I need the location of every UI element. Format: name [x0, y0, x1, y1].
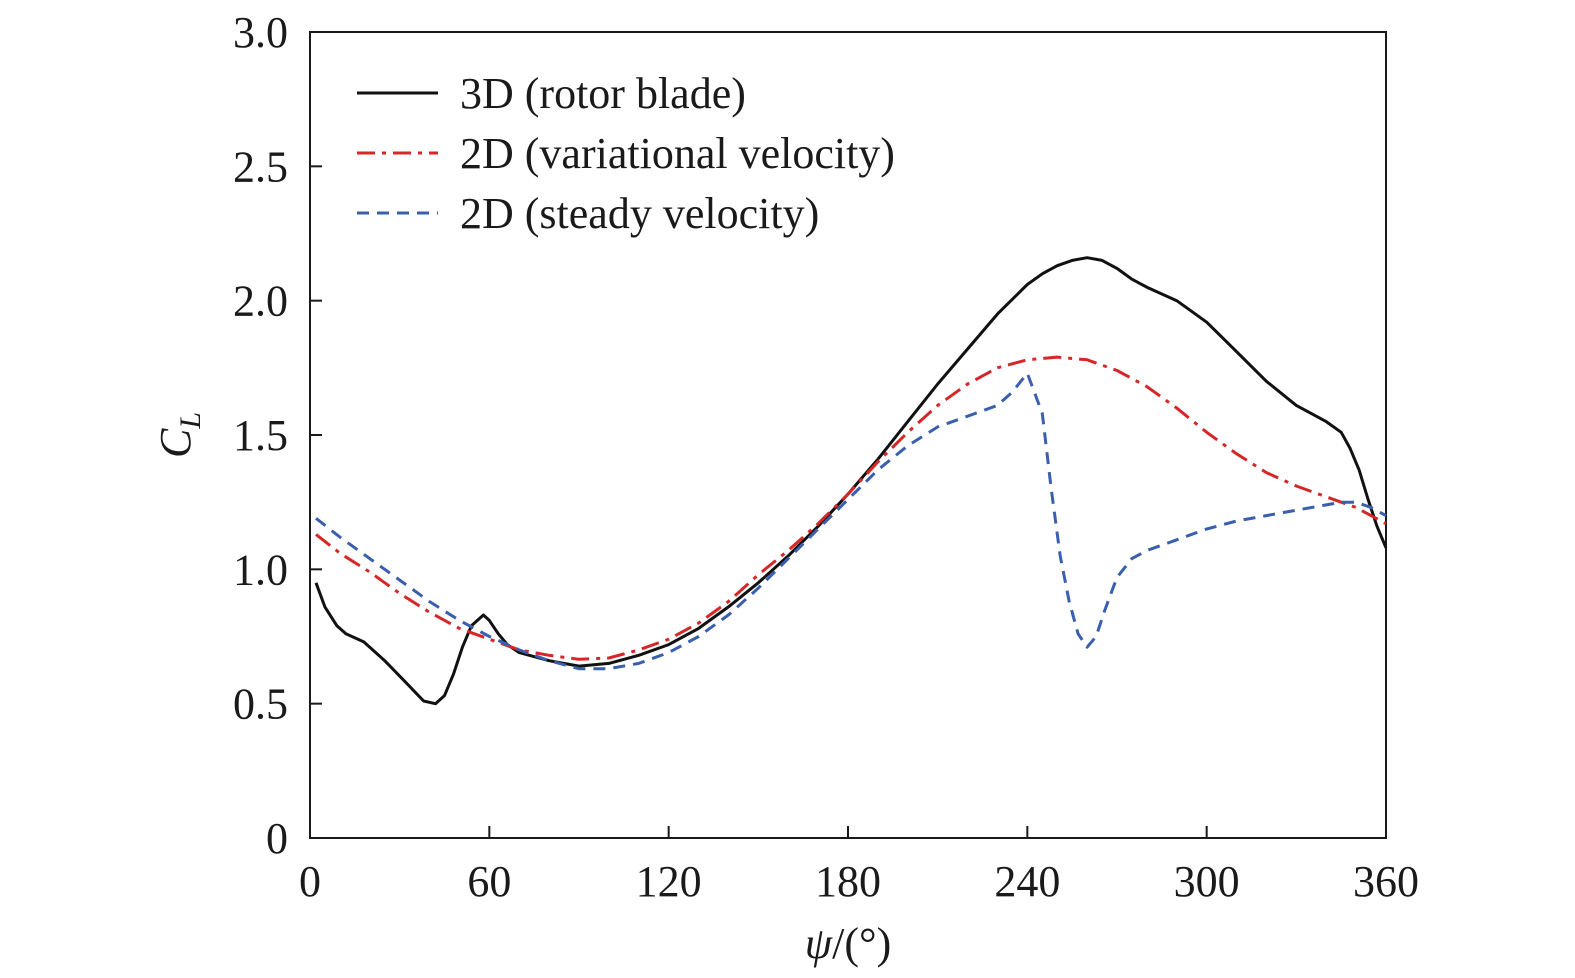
y-axis-label: CL [151, 412, 207, 458]
legend-label-2: 2D (variational velocity) [460, 129, 895, 178]
x-tick-label: 120 [636, 857, 702, 906]
x-tick-label: 60 [467, 857, 511, 906]
x-axis-label: ψ/(°) [805, 919, 891, 968]
x-tick-label: 300 [1174, 857, 1240, 906]
y-tick-label: 1.5 [233, 411, 288, 460]
series-line-3 [315, 371, 1387, 671]
x-tick-label: 180 [815, 857, 881, 906]
y-axis-label-sub: L [174, 412, 207, 430]
series-line-2 [315, 355, 1387, 661]
x-tick-label: 360 [1353, 857, 1419, 906]
series-line-1 [314, 256, 1388, 706]
series-layer [314, 256, 1388, 706]
ticks-layer: 0 60 120 180 240 300 360 0 0.5 1.0 1.5 2.0 2.5 3.0 [233, 8, 1419, 906]
legend-label-3: 2D (steady velocity) [460, 189, 819, 238]
x-axis-label-unit: /(°) [832, 919, 891, 968]
y-tick-label: 0 [266, 814, 288, 863]
y-tick-label: 2.0 [233, 277, 288, 326]
y-tick-label: 2.5 [233, 142, 288, 191]
y-tick-label: 1.0 [233, 545, 288, 594]
legend: 3D (rotor blade) 2D (variational velocity… [357, 69, 895, 238]
y-axis-label-main: C [151, 428, 200, 458]
legend-label-1: 3D (rotor blade) [460, 69, 746, 118]
y-tick-label: 0.5 [233, 680, 288, 729]
x-axis-label-var: ψ [805, 919, 833, 968]
y-tick-label: 3.0 [233, 8, 288, 57]
x-tick-label: 240 [994, 857, 1060, 906]
x-tick-label: 0 [299, 857, 321, 906]
